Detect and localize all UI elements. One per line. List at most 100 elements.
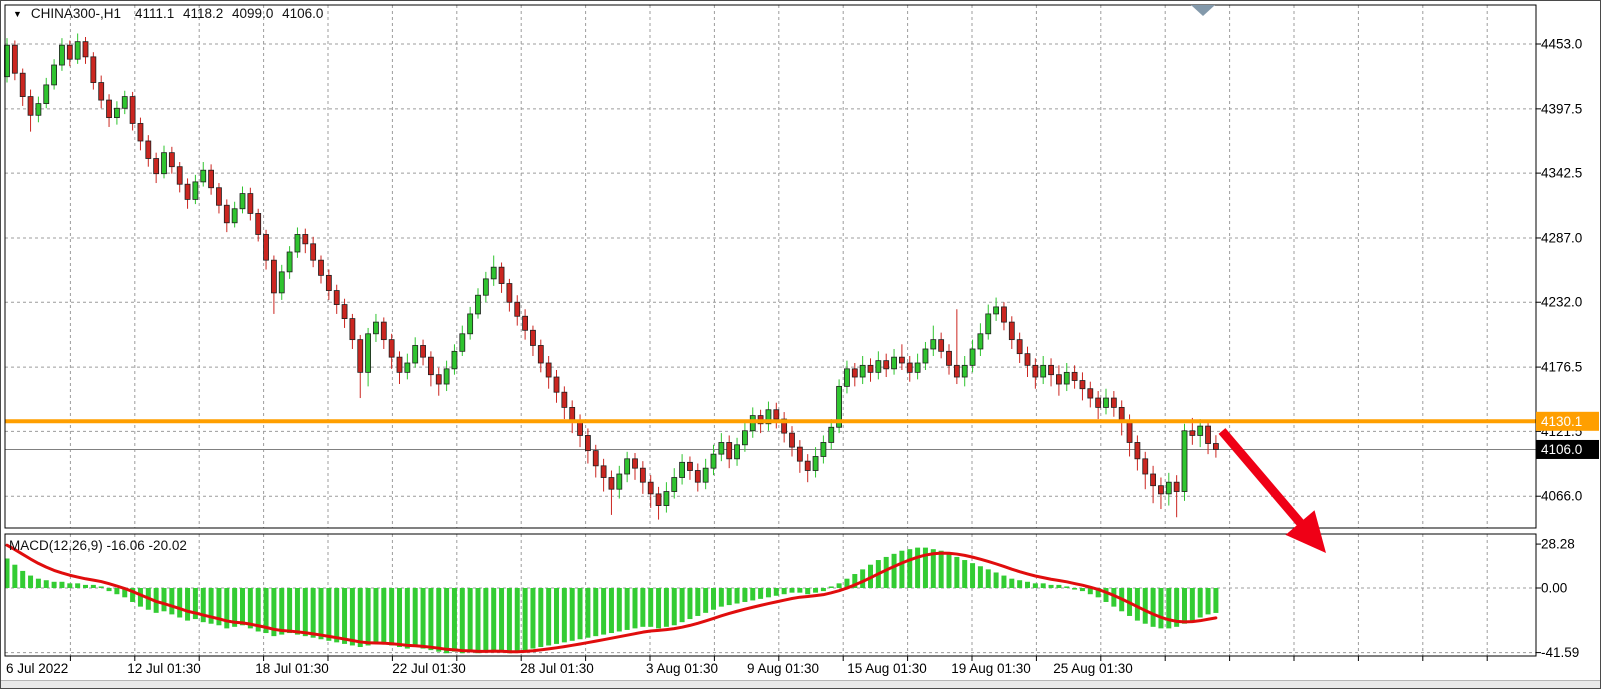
- macd-histogram-bar: [271, 588, 277, 637]
- candle-body: [663, 491, 670, 506]
- time-axis-label: 6 Jul 2022: [6, 661, 68, 676]
- macd-histogram-bar: [836, 583, 842, 588]
- candle-body: [891, 356, 897, 370]
- macd-histogram-bar: [20, 570, 26, 588]
- macd-histogram-bar: [601, 588, 607, 635]
- time-axis: 6 Jul 2022 12 Jul 01:30 18 Jul 01:30 22 Jul…: [6, 656, 1488, 676]
- candle-body: [726, 442, 733, 460]
- macd-histogram-bar: [852, 574, 858, 588]
- time-axis-label: 28 Jul 01:30: [520, 661, 594, 676]
- macd-histogram-bar: [797, 588, 803, 593]
- macd-histogram-bar: [397, 588, 402, 648]
- candle-body: [545, 362, 552, 378]
- chart-shift-icon[interactable]: [1191, 5, 1215, 16]
- macd-histogram-bar: [1064, 586, 1070, 588]
- macd-histogram-bar: [240, 588, 245, 626]
- macd-histogram-bar: [915, 547, 921, 588]
- candle-body: [781, 418, 788, 434]
- candle-body: [734, 444, 740, 460]
- macd-histogram-bar: [404, 588, 410, 649]
- macd-histogram-bar: [67, 583, 73, 588]
- candle-body: [404, 362, 411, 373]
- macd-histogram-bar: [1056, 584, 1062, 588]
- macd-histogram-bar: [326, 588, 332, 641]
- macd-histogram-bar: [1040, 583, 1046, 588]
- macd-histogram-bar: [491, 588, 497, 651]
- candle-body: [522, 315, 528, 331]
- candle-body: [145, 140, 152, 159]
- macd-histogram-bar: [365, 588, 371, 646]
- macd-histogram-bar: [750, 588, 756, 601]
- candle-body: [632, 458, 638, 469]
- price-axis-label: 4342.5: [1541, 166, 1582, 181]
- macd-histogram-bar: [773, 588, 779, 596]
- macd-histogram-bar: [106, 588, 112, 592]
- candle-body: [930, 339, 937, 350]
- candle-body: [388, 339, 395, 358]
- macd-histogram-bar: [381, 588, 387, 644]
- symbol-period-label: CHINA300-,H1: [30, 6, 121, 21]
- candle-body: [357, 339, 364, 373]
- candle-body: [459, 333, 466, 352]
- macd-histogram-bar: [577, 588, 583, 640]
- macd-histogram-bar: [200, 588, 206, 623]
- price-axis-label: 4453.0: [1541, 37, 1582, 52]
- macd-histogram-bar: [4, 558, 10, 588]
- macd-histogram-bar: [1087, 588, 1093, 595]
- macd-histogram-bar: [287, 588, 293, 634]
- candle-body: [490, 266, 497, 280]
- macd-histogram-bar: [349, 588, 355, 646]
- time-axis-label: 15 Aug 01:30: [847, 661, 927, 676]
- macd-histogram-bar: [224, 588, 230, 629]
- macd-histogram-bar: [663, 588, 669, 627]
- candle-body: [82, 41, 89, 58]
- macd-histogram-bar: [734, 588, 740, 604]
- macd-histogram-bar: [35, 578, 41, 588]
- macd-histogram-bar: [624, 588, 630, 630]
- macd-histogram-bar: [891, 553, 897, 588]
- candle-body: [1126, 421, 1133, 443]
- candle-body: [624, 458, 631, 475]
- time-axis-label: 25 Aug 01:30: [1053, 661, 1133, 676]
- macd-axis-label: 28.28: [1541, 537, 1575, 552]
- candle-body: [310, 243, 317, 261]
- candle-body: [27, 96, 34, 116]
- main-pane-frame: [4, 4, 1537, 529]
- symbol-dropdown-icon[interactable]: ▼: [13, 8, 22, 19]
- trend-arrow-annotation[interactable]: [1218, 428, 1326, 553]
- candle-body: [702, 467, 709, 483]
- macd-histogram-bar: [444, 588, 450, 654]
- candle-body: [192, 181, 199, 200]
- candle-body: [718, 442, 725, 455]
- candle-body: [176, 166, 183, 185]
- macd-histogram-bar: [679, 588, 685, 623]
- macd-histogram-bar: [656, 588, 662, 629]
- candle-body: [412, 345, 419, 364]
- candle-body: [608, 477, 615, 490]
- macd-histogram-bar: [334, 588, 340, 643]
- candle-body: [302, 234, 309, 245]
- macd-histogram-bar: [28, 575, 34, 588]
- grid-layer: [5, 5, 1536, 656]
- candle-body: [380, 321, 387, 341]
- hline-price-box-label: 4130.1: [1541, 414, 1582, 429]
- candle-body: [1158, 485, 1164, 495]
- candle-body: [1008, 321, 1015, 341]
- candle-body: [231, 208, 238, 224]
- macd-histogram-bar: [1079, 588, 1085, 592]
- macd-histogram-bar: [177, 588, 183, 618]
- candle-body: [137, 123, 144, 142]
- last-price-box-label: 4106.0: [1541, 442, 1582, 457]
- macd-layer: [4, 543, 1219, 654]
- candle-body: [867, 364, 874, 373]
- candle-body: [467, 313, 474, 335]
- candle-body: [506, 283, 513, 303]
- candle-body: [1001, 306, 1007, 323]
- macd-histogram-bar: [169, 588, 175, 615]
- macd-histogram-bar: [475, 588, 481, 654]
- trend-arrow-shaft: [1218, 428, 1308, 531]
- candle-body: [922, 348, 929, 364]
- candle-body: [836, 385, 842, 428]
